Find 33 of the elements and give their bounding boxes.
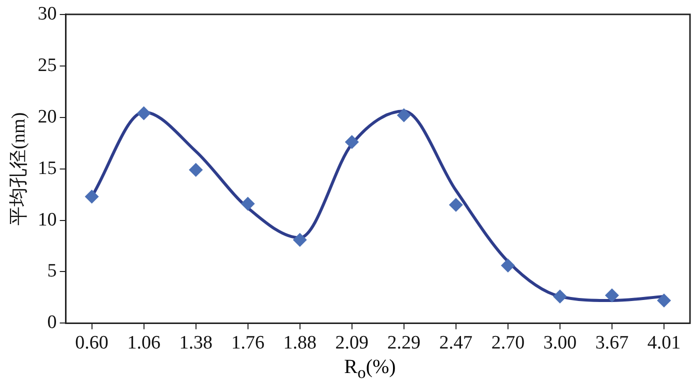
x-axis-title: R$_{o}$(%) xyxy=(343,356,397,382)
x-tick-label: 2.70 xyxy=(491,332,525,354)
x-tick-label: 2.47 xyxy=(439,332,473,354)
y-tick-label: 5 xyxy=(47,260,57,282)
x-tick-label: 1.38 xyxy=(179,332,212,354)
x-tick-label: 2.09 xyxy=(335,332,369,354)
point xyxy=(188,162,203,177)
x-tick-label: 3.00 xyxy=(543,332,577,354)
point xyxy=(552,289,567,304)
point xyxy=(396,108,411,122)
y-axis-title: 平均孔径(nm) xyxy=(8,112,30,226)
y-tick-label: 15 xyxy=(38,158,57,179)
y-tick-label: 30 xyxy=(38,3,57,24)
x-tick-label: 1.06 xyxy=(127,332,160,354)
x-tick-label: 0.60 xyxy=(75,332,108,354)
x-tick-label: 3.67 xyxy=(595,332,629,354)
y-tick-label: 20 xyxy=(38,106,57,128)
y-tick-label: 25 xyxy=(38,54,57,76)
point xyxy=(136,106,151,120)
point xyxy=(292,232,307,247)
point xyxy=(240,196,255,211)
y-tick-label: 0 xyxy=(47,312,57,334)
point xyxy=(604,288,619,302)
x-tick-label: 4.01 xyxy=(647,332,681,354)
point xyxy=(656,294,671,308)
point xyxy=(84,190,99,204)
point xyxy=(344,135,359,150)
x-tick-label: 1.76 xyxy=(231,332,264,354)
x-tick-label: 2.29 xyxy=(387,332,421,354)
point xyxy=(500,258,515,273)
y-tick-label: 10 xyxy=(38,209,57,230)
x-tick-label: 1.88 xyxy=(283,332,316,354)
point xyxy=(448,198,463,212)
